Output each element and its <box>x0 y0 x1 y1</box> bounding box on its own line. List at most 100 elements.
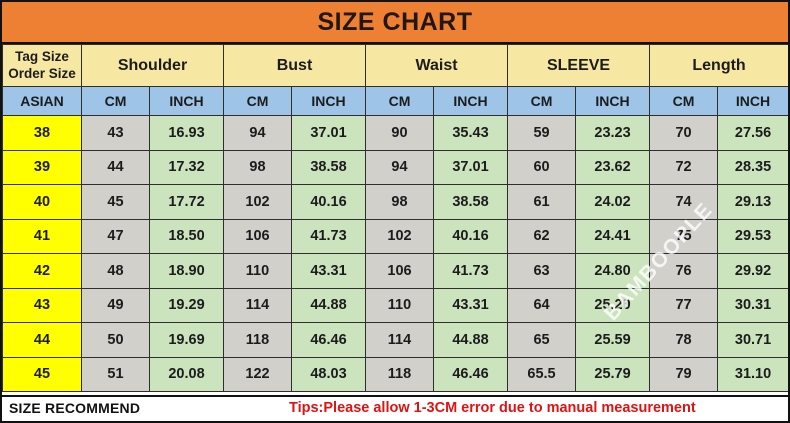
measurement-value: 106 <box>223 218 292 254</box>
measurement-value: 41.73 <box>291 218 366 254</box>
unit-header-sleeve-cm: CM <box>507 86 577 116</box>
measurement-value: 94 <box>365 149 434 185</box>
size-value: 41 <box>2 218 82 254</box>
measurement-value: 110 <box>365 287 434 323</box>
size-row-45: 45 51 20.08 122 48.03 118 46.46 65.5 25.79 79 31.1… <box>2 356 788 392</box>
measurement-value: 47 <box>81 218 150 254</box>
measurement-value: 98 <box>365 184 434 220</box>
size-value: 40 <box>2 184 82 220</box>
measurement-value: 19.29 <box>149 287 224 323</box>
measurement-value: 38.58 <box>291 149 366 185</box>
group-header-length: Length <box>649 44 788 87</box>
unit-header-shoulder-cm: CM <box>81 86 150 116</box>
measurement-value: 28.35 <box>717 149 788 185</box>
size-row-44: 44 50 19.69 118 46.46 114 44.88 65 25.59 78 30.71 <box>2 322 788 358</box>
measurement-value: 41.73 <box>432 253 509 289</box>
group-header-row: Tag Size Order Size Shoulder Bust Waist … <box>2 44 788 87</box>
measurement-value: 122 <box>223 356 292 392</box>
measurement-value: 118 <box>365 356 434 392</box>
measurement-value: 18.50 <box>149 218 224 254</box>
measurement-value: 46.46 <box>432 356 509 392</box>
unit-header-bust-inch: INCH <box>291 86 366 116</box>
measurement-value: 78 <box>649 322 719 358</box>
unit-header-length-inch: INCH <box>717 86 788 116</box>
measurement-value: 27.56 <box>717 115 788 151</box>
measurement-value: 31.10 <box>717 356 788 392</box>
measurement-value: 16.93 <box>149 115 224 151</box>
size-table-body: 38 43 16.93 94 37.01 90 35.43 59 23.23 70 27.56 39 4… <box>2 115 788 392</box>
measurement-value: 49 <box>81 287 150 323</box>
measurement-value: 65 <box>507 322 577 358</box>
measurement-value: 37.01 <box>432 149 509 185</box>
measurement-value: 43.31 <box>291 253 366 289</box>
measurement-value: 25.79 <box>575 356 651 392</box>
size-value: 44 <box>2 322 82 358</box>
measurement-value: 23.23 <box>575 115 651 151</box>
size-row-40: 40 45 17.72 102 40.16 98 38.58 61 24.02 74 29.13 <box>2 184 788 220</box>
measurement-value: 25.20 <box>575 287 651 323</box>
measurement-value: 64 <box>507 287 577 323</box>
measurement-value: 43.31 <box>432 287 509 323</box>
size-value: 42 <box>2 253 82 289</box>
measurement-value: 18.90 <box>149 253 224 289</box>
unit-header-row: ASIAN CM INCH CM INCH CM INCH CM INCH CM INCH <box>2 86 788 116</box>
unit-header-waist-inch: INCH <box>432 86 509 116</box>
unit-header-shoulder-inch: INCH <box>149 86 224 116</box>
measurement-value: 74 <box>649 184 719 220</box>
measurement-value: 94 <box>223 115 292 151</box>
measurement-value: 38.58 <box>432 184 509 220</box>
measurement-value: 23.62 <box>575 149 651 185</box>
measurement-value: 29.13 <box>717 184 788 220</box>
measurement-value: 44.88 <box>432 322 509 358</box>
footer-bar: SIZE RECOMMEND Tips:Please allow 1-3CM e… <box>2 395 788 421</box>
size-column-header-line2: Order Size <box>8 65 76 81</box>
measurement-value: 114 <box>223 287 292 323</box>
measurement-value: 25.59 <box>575 322 651 358</box>
measurement-value: 24.80 <box>575 253 651 289</box>
measurement-tips-text: Tips:Please allow 1-3CM error due to man… <box>289 400 696 416</box>
measurement-value: 72 <box>649 149 719 185</box>
measurement-value: 79 <box>649 356 719 392</box>
measurement-value: 17.72 <box>149 184 224 220</box>
size-column-header: Tag Size Order Size <box>2 44 82 87</box>
measurement-value: 19.69 <box>149 322 224 358</box>
measurement-value: 59 <box>507 115 577 151</box>
measurement-value: 43 <box>81 115 150 151</box>
group-header-sleeve: SLEEVE <box>507 44 651 87</box>
measurement-value: 60 <box>507 149 577 185</box>
size-value: 38 <box>2 115 82 151</box>
measurement-value: 30.31 <box>717 287 788 323</box>
measurement-value: 90 <box>365 115 434 151</box>
measurement-value: 63 <box>507 253 577 289</box>
measurement-value: 35.43 <box>432 115 509 151</box>
measurement-value: 106 <box>365 253 434 289</box>
size-row-39: 39 44 17.32 98 38.58 94 37.01 60 23.62 72 28.35 <box>2 149 788 185</box>
measurement-value: 51 <box>81 356 150 392</box>
measurement-value: 29.92 <box>717 253 788 289</box>
measurement-value: 37.01 <box>291 115 366 151</box>
measurement-value: 24.02 <box>575 184 651 220</box>
size-table: Tag Size Order Size Shoulder Bust Waist … <box>2 44 788 392</box>
measurement-value: 114 <box>365 322 434 358</box>
group-header-bust: Bust <box>223 44 366 87</box>
measurement-value: 65.5 <box>507 356 577 392</box>
group-header-waist: Waist <box>364 44 509 87</box>
measurement-value: 45 <box>81 184 150 220</box>
size-recommend-label: SIZE RECOMMEND <box>9 400 141 416</box>
measurement-value: 20.08 <box>149 356 224 392</box>
measurement-value: 40.16 <box>291 184 366 220</box>
measurement-value: 110 <box>223 253 292 289</box>
size-row-38: 38 43 16.93 94 37.01 90 35.43 59 23.23 70 27.56 <box>2 115 788 151</box>
size-value: 43 <box>2 287 82 323</box>
measurement-value: 98 <box>223 149 292 185</box>
measurement-value: 77 <box>649 287 719 323</box>
size-row-42: 42 48 18.90 110 43.31 106 41.73 63 24.80 76 29.92 <box>2 253 788 289</box>
measurement-value: 61 <box>507 184 577 220</box>
measurement-value: 46.46 <box>291 322 366 358</box>
size-row-41: 41 47 18.50 106 41.73 102 40.16 62 24.41 75 29.53 <box>2 218 788 254</box>
measurement-value: 48.03 <box>291 356 366 392</box>
measurement-value: 76 <box>649 253 719 289</box>
size-value: 39 <box>2 149 82 185</box>
measurement-value: 44.88 <box>291 287 366 323</box>
